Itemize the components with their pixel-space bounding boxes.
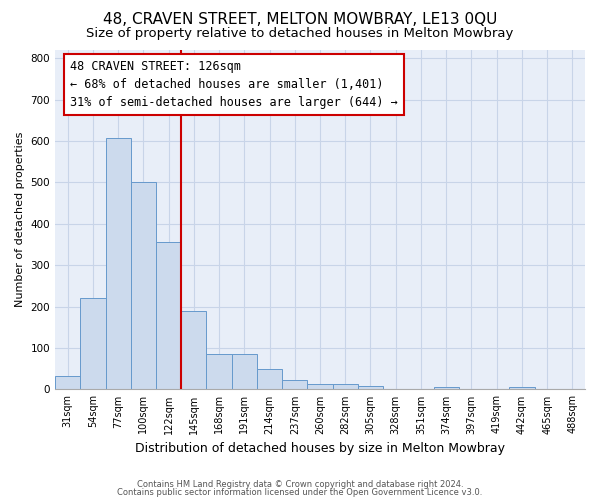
Y-axis label: Number of detached properties: Number of detached properties <box>15 132 25 308</box>
Bar <box>156 242 181 390</box>
Bar <box>181 311 206 390</box>
Text: Size of property relative to detached houses in Melton Mowbray: Size of property relative to detached ho… <box>86 28 514 40</box>
Text: 48, CRAVEN STREET, MELTON MOWBRAY, LE13 0QU: 48, CRAVEN STREET, MELTON MOWBRAY, LE13 … <box>103 12 497 28</box>
Bar <box>509 387 535 390</box>
Bar <box>131 182 156 390</box>
X-axis label: Distribution of detached houses by size in Melton Mowbray: Distribution of detached houses by size … <box>135 442 505 455</box>
Text: 48 CRAVEN STREET: 126sqm
← 68% of detached houses are smaller (1,401)
31% of sem: 48 CRAVEN STREET: 126sqm ← 68% of detach… <box>70 60 398 110</box>
Bar <box>307 384 332 390</box>
Text: Contains public sector information licensed under the Open Government Licence v3: Contains public sector information licen… <box>118 488 482 497</box>
Bar <box>55 376 80 390</box>
Bar <box>358 386 383 390</box>
Bar <box>332 384 358 390</box>
Bar <box>106 138 131 390</box>
Bar <box>257 368 282 390</box>
Bar <box>80 298 106 390</box>
Bar <box>206 354 232 390</box>
Text: Contains HM Land Registry data © Crown copyright and database right 2024.: Contains HM Land Registry data © Crown c… <box>137 480 463 489</box>
Bar <box>282 380 307 390</box>
Bar <box>232 354 257 390</box>
Bar <box>434 387 459 390</box>
